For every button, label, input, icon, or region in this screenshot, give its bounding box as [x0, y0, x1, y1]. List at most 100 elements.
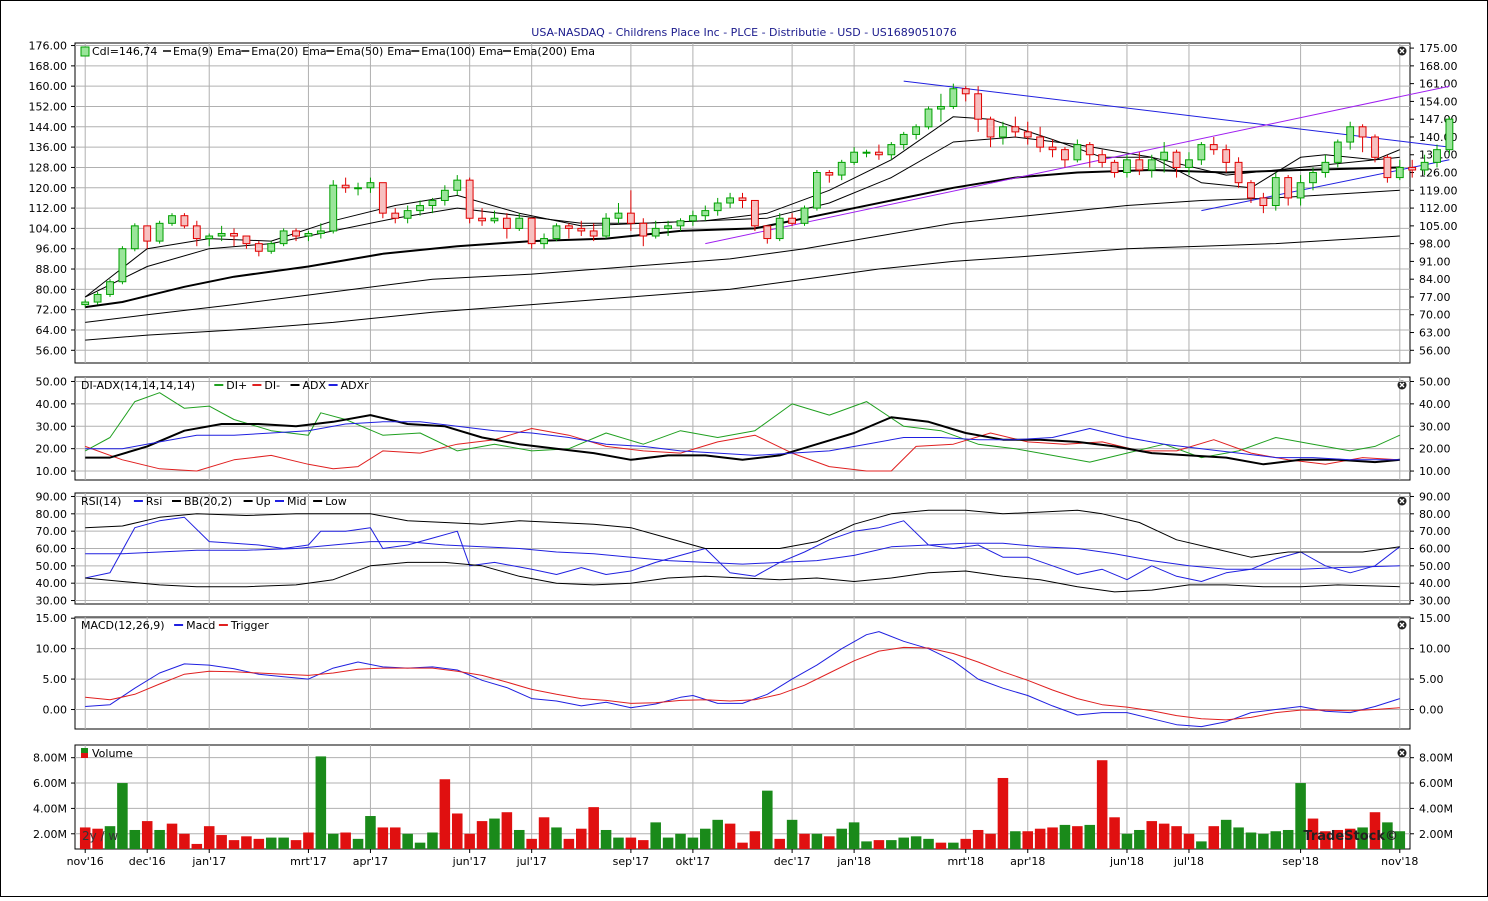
candle-body: [341, 184, 350, 189]
volume-bar: [1382, 822, 1393, 849]
candle-body: [1408, 166, 1417, 171]
candle-body: [490, 217, 499, 222]
volume-bar: [1332, 829, 1344, 849]
watermark: TradeStock©: [1303, 829, 1398, 844]
volume-bar: [228, 840, 240, 849]
candle-body: [515, 217, 524, 229]
price-ylabel-right: 63.00: [1419, 327, 1451, 340]
volume-bar: [191, 843, 203, 849]
di-adx-legend-0: DI-ADX(14,14,14,14): [81, 379, 195, 392]
volume-close-icon[interactable]: [1397, 748, 1407, 758]
candle-body: [329, 184, 338, 232]
volume-bar: [625, 837, 637, 849]
volume-bar: [303, 832, 314, 849]
candle-body: [862, 151, 871, 154]
price-ylabel-left: 160.00: [29, 80, 68, 93]
volume-bar: [389, 827, 401, 849]
volume-bar: [600, 829, 612, 849]
rsi-ylabel-left: 50.00: [36, 560, 68, 573]
di-adx-line: [85, 428, 1400, 472]
trend-line: [705, 85, 1450, 245]
rsi-ylabel-right: 80.00: [1419, 508, 1451, 521]
x-axis-label: apr'17: [353, 855, 388, 868]
rsi-close-icon[interactable]: [1397, 496, 1407, 506]
candle-body: [502, 217, 511, 229]
x-axis-label: jul'17: [516, 855, 547, 868]
volume-bar: [253, 838, 265, 849]
volume-bar: [315, 756, 327, 849]
volume-bar: [935, 842, 947, 849]
volume-bar: [997, 777, 1009, 849]
price-legend-1: Ema(9): [173, 45, 213, 58]
candle-body: [217, 232, 226, 237]
candle-body: [875, 151, 883, 156]
candle-body: [1073, 144, 1082, 161]
candle-body: [292, 230, 300, 237]
price-ylabel-right: 91.00: [1419, 255, 1451, 268]
volume-ylabel-right: 2.00M: [1419, 828, 1453, 841]
candle-body: [837, 161, 846, 176]
candle-body: [1048, 146, 1057, 151]
volume-bar: [1357, 827, 1368, 849]
rsi-legend-3: Up: [256, 495, 271, 508]
macd-line: [85, 646, 1400, 721]
volume-bar: [1320, 831, 1331, 849]
candle-body: [1420, 161, 1429, 171]
volume-bar: [265, 837, 277, 849]
volume-bar: [1059, 824, 1071, 849]
candle-body: [1383, 156, 1392, 179]
volume-bar: [1010, 831, 1021, 849]
volume-bar: [340, 832, 351, 849]
volume-bar: [1233, 827, 1244, 849]
candle-body: [1445, 118, 1454, 151]
price-ylabel-left: 120.00: [29, 182, 68, 195]
rsi-close-icon-x: [1399, 498, 1405, 504]
di-adx-legend-4: ADXr: [341, 379, 370, 392]
macd-ylabel-left: 5.00: [43, 673, 68, 686]
candle-body: [1309, 172, 1317, 184]
x-axis-label: jun'17: [452, 855, 487, 868]
candle-body: [242, 235, 251, 245]
volume-bar: [886, 840, 897, 849]
rsi-legend-5: Low: [325, 495, 347, 508]
volume-bar: [451, 813, 463, 849]
macd-ylabel-left: 15.00: [36, 612, 68, 625]
volume-bar: [104, 826, 116, 849]
candle-body: [106, 281, 114, 295]
macd-close-icon[interactable]: [1397, 620, 1407, 630]
price-ylabel-left: 176.00: [29, 40, 68, 53]
volume-bar: [563, 838, 575, 849]
price-close-icon[interactable]: [1397, 46, 1407, 56]
di-adx-ylabel-right: 20.00: [1419, 443, 1451, 456]
volume-bar: [1270, 831, 1282, 849]
volume-bar: [861, 841, 872, 849]
x-axis-label: apr'18: [1010, 855, 1045, 868]
x-axis-label: sep'17: [613, 855, 650, 868]
volume-bar: [365, 816, 376, 849]
candle-body: [440, 189, 449, 201]
candle-body: [1135, 159, 1144, 171]
x-axis-label: dec'16: [129, 855, 166, 868]
candle-body: [1321, 161, 1330, 174]
macd-ylabel-right: 0.00: [1419, 704, 1444, 717]
volume-bar: [241, 836, 252, 849]
candle-body: [1371, 136, 1379, 158]
candle-body: [478, 217, 486, 222]
di-adx-ylabel-right: 50.00: [1419, 375, 1451, 388]
volume-bar: [799, 833, 810, 849]
volume-bar: [749, 831, 761, 849]
rsi-line: [85, 509, 1400, 558]
candle-body: [416, 205, 424, 212]
di-adx-close-icon[interactable]: [1397, 380, 1407, 390]
candle-body: [1284, 177, 1293, 199]
volume-bar: [1022, 831, 1034, 849]
di-adx-ylabel-left: 30.00: [36, 420, 68, 433]
price-legend-7: Ema(100): [421, 45, 475, 58]
candle-body: [589, 230, 598, 237]
volume-bar: [203, 826, 215, 849]
di-adx-ylabel-left: 20.00: [36, 443, 68, 456]
candle-body: [316, 230, 325, 234]
candle-body: [899, 133, 908, 146]
macd-legend-1: Macd: [186, 619, 215, 632]
volume-bar: [377, 827, 389, 849]
